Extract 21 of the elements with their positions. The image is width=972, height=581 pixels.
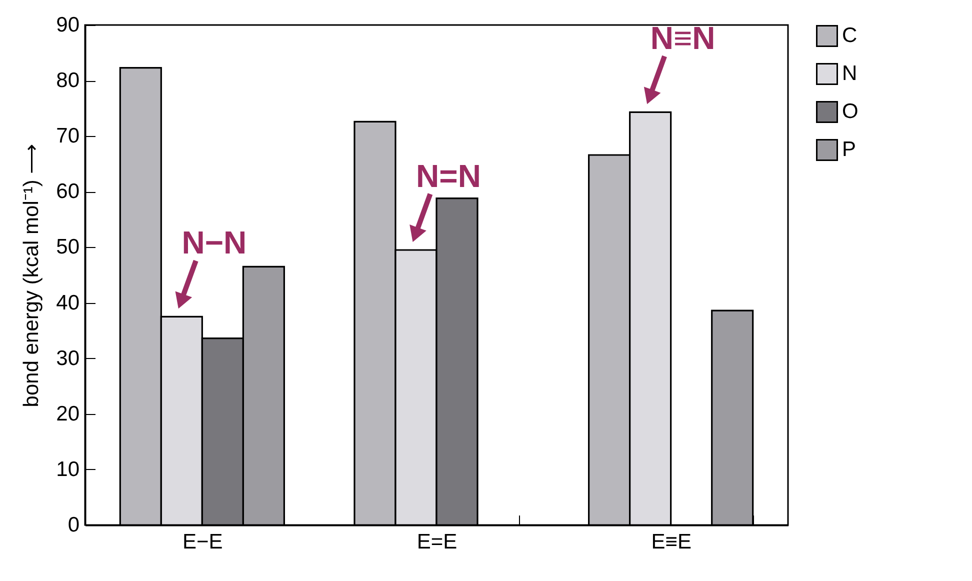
y-axis-title: bond energy (kcal mol⁻¹) ⟶ bbox=[20, 144, 44, 408]
x-tick-label: E−E bbox=[182, 530, 223, 554]
annotation: N−N bbox=[182, 224, 247, 261]
y-tick-label: 40 bbox=[56, 291, 80, 314]
legend-label: O bbox=[842, 100, 858, 123]
annotation: N=N bbox=[416, 158, 481, 194]
x-tick-label: E≡E bbox=[651, 530, 692, 554]
y-tick-label: 90 bbox=[56, 14, 80, 36]
annotation: N≡N bbox=[650, 20, 716, 56]
y-tick-label: 0 bbox=[68, 514, 80, 536]
x-tick-label: E=E bbox=[416, 530, 458, 554]
y-tick-label: 10 bbox=[56, 458, 80, 481]
y-tick-label: 70 bbox=[56, 124, 80, 148]
legend-label: N bbox=[842, 62, 858, 85]
legend-label: C bbox=[842, 24, 858, 47]
y-tick-label: 60 bbox=[56, 180, 80, 204]
y-tick-label: 20 bbox=[56, 402, 80, 426]
y-tick-label: 50 bbox=[56, 236, 80, 259]
y-tick-label: 80 bbox=[56, 69, 80, 92]
legend-label: P bbox=[842, 138, 856, 161]
y-tick-label: 30 bbox=[56, 346, 80, 370]
